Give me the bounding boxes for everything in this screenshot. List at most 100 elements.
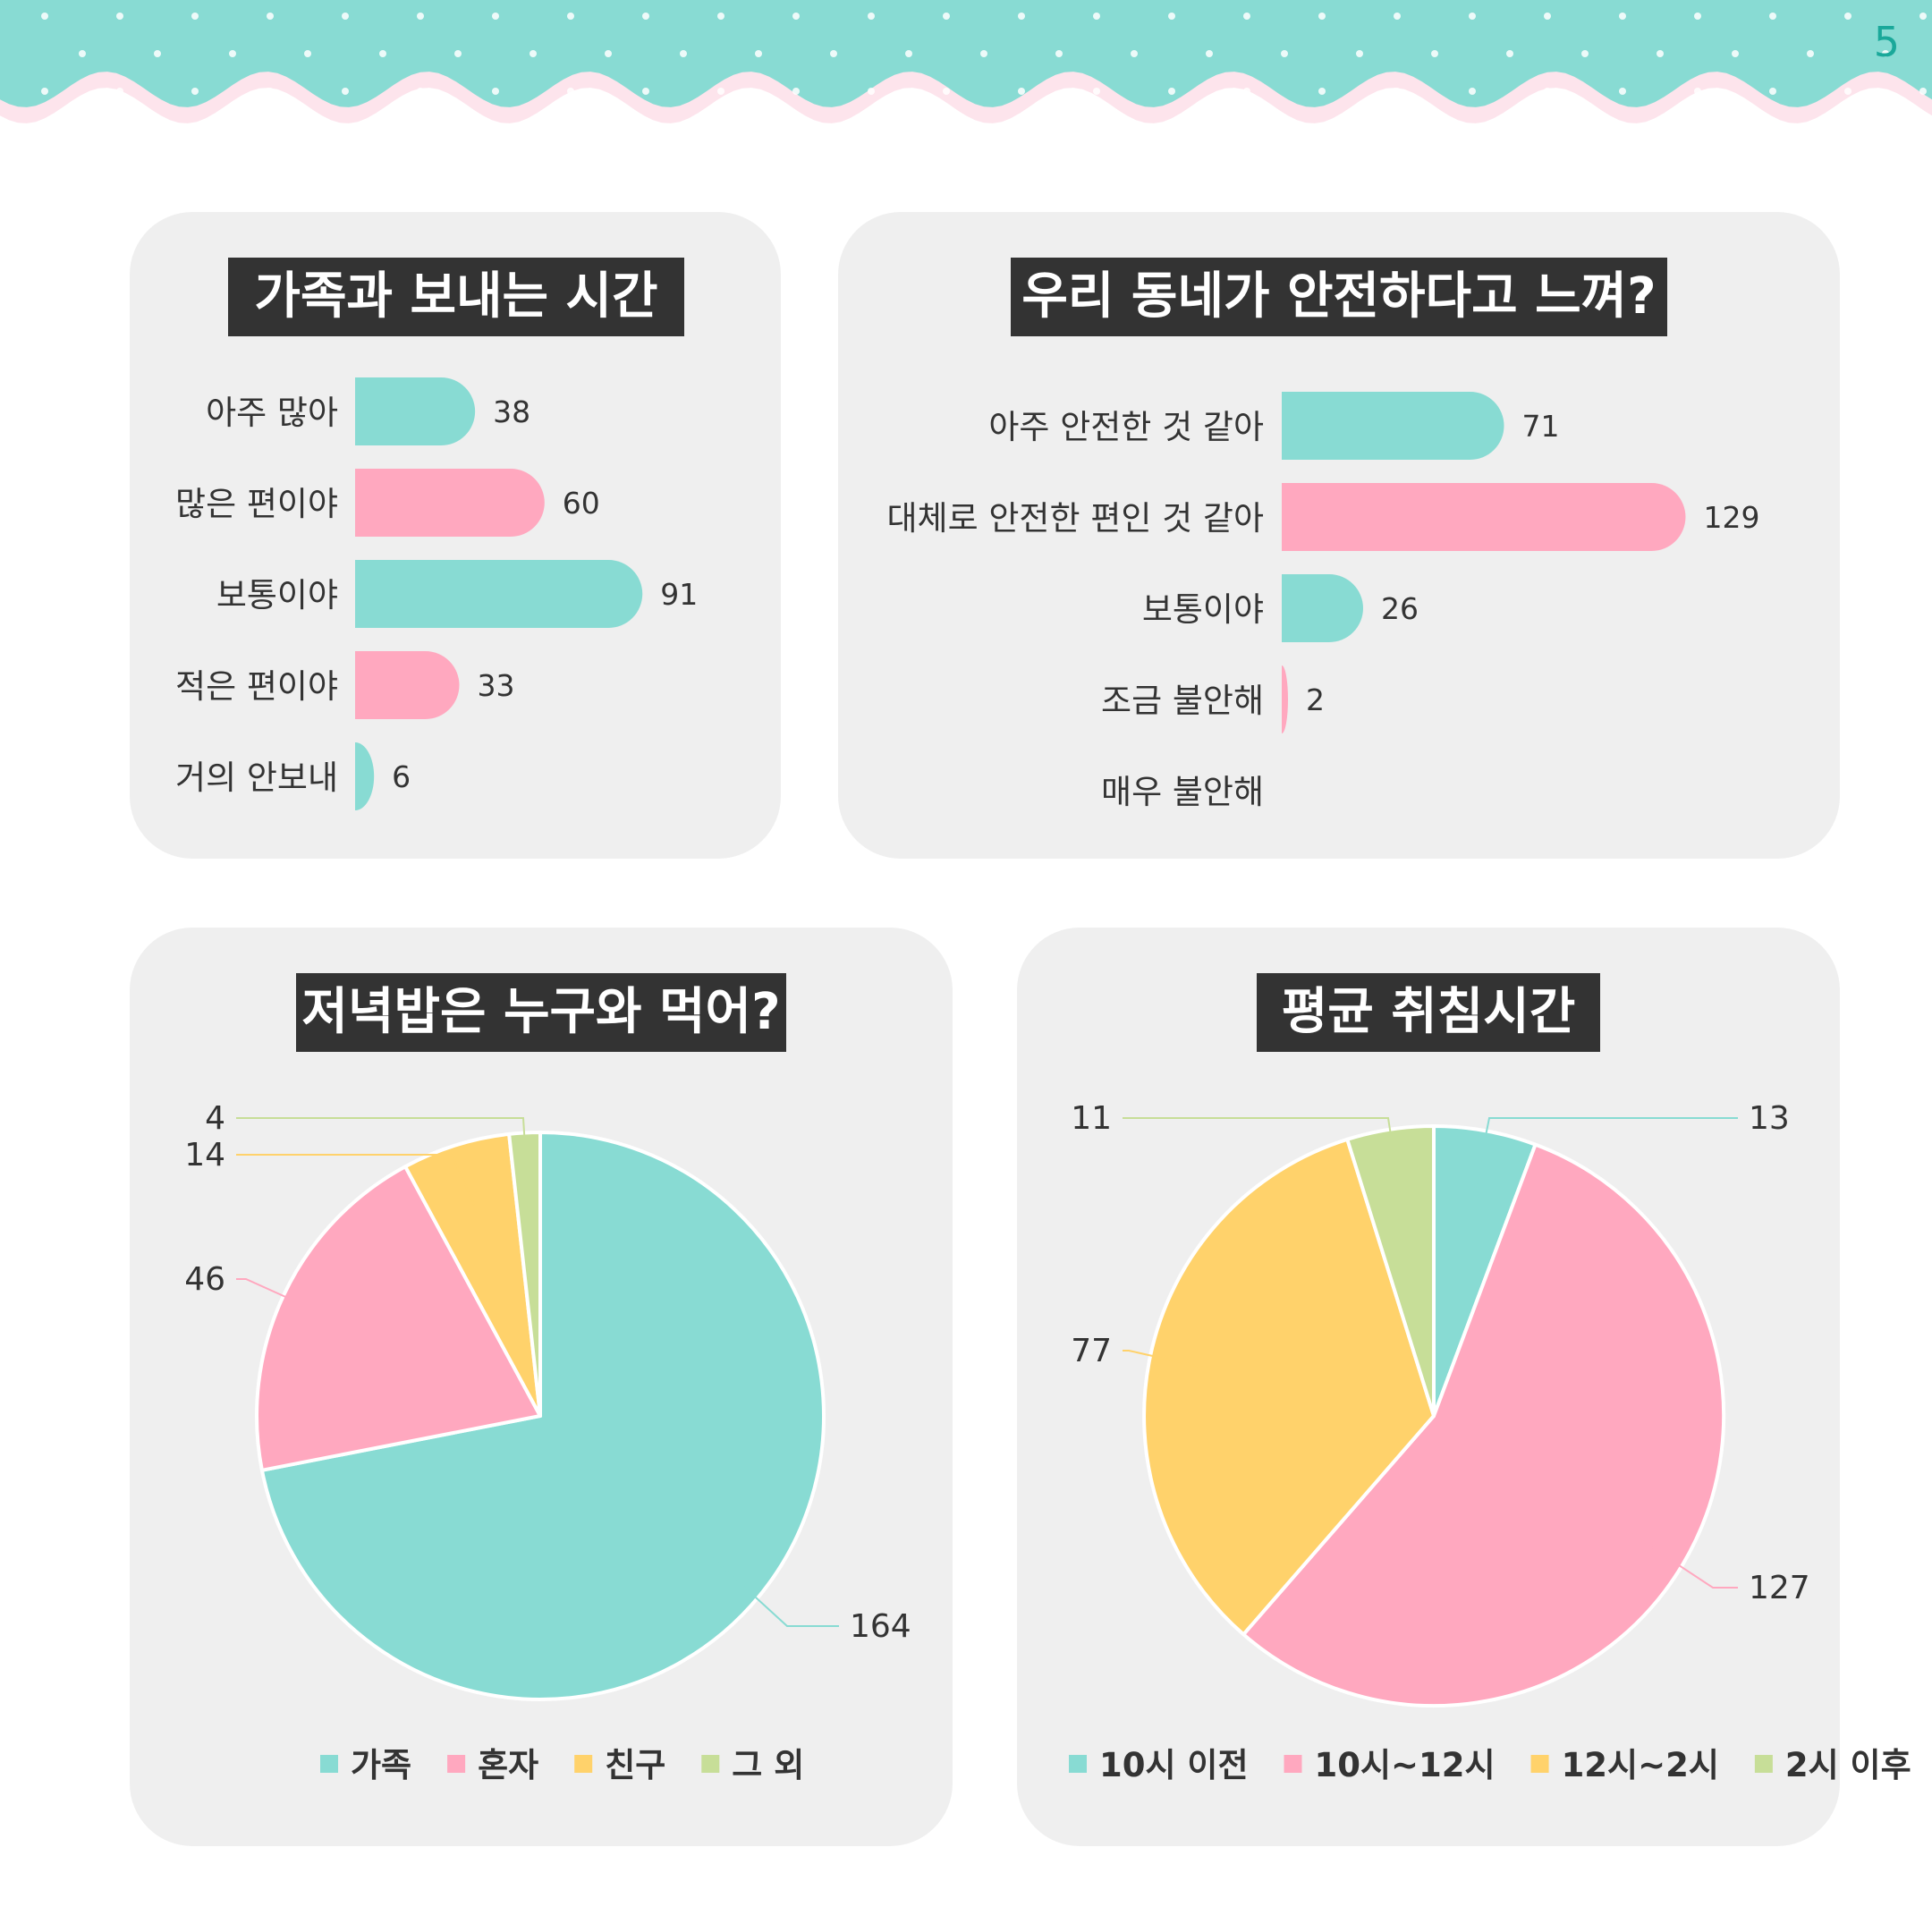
legend-label-2-2: 친구 xyxy=(605,1746,665,1784)
banner-dot xyxy=(1431,50,1438,57)
pie-value-label-2-3: 4 xyxy=(205,1100,225,1137)
legend-swatch-3-1 xyxy=(1284,1755,1302,1773)
legend-swatch-3-3 xyxy=(1754,1755,1773,1773)
banner-dot xyxy=(1732,50,1739,57)
banner-dot xyxy=(1807,50,1814,57)
legend-label-3-0: 10시 이전 xyxy=(1099,1746,1249,1784)
bar-category-label-1-0: 아주 안전한 것 같아 xyxy=(988,408,1264,446)
banner-dot xyxy=(1018,88,1025,95)
banner-dot xyxy=(79,50,86,57)
bar-0-0 xyxy=(355,377,476,445)
banner-dot xyxy=(1243,13,1250,20)
legend-label-2-3: 그 외 xyxy=(732,1746,804,1784)
bar-value-label-0-2: 91 xyxy=(660,577,698,612)
banner-dot xyxy=(1093,88,1100,95)
bar-category-label-0-4: 거의 안보내 xyxy=(175,758,338,797)
banner-dot xyxy=(1882,50,1889,57)
pie-leader-line-3-1 xyxy=(1627,1530,1738,1589)
banner-dot xyxy=(1506,50,1513,57)
banner-dot xyxy=(379,50,386,57)
banner-dot xyxy=(1769,88,1776,95)
banner-dot xyxy=(492,13,499,20)
banner-dot xyxy=(267,13,274,20)
bar-category-label-1-4: 매우 불안해 xyxy=(1101,773,1264,811)
bar-1-0 xyxy=(1282,392,1504,460)
banner-dot xyxy=(1619,13,1626,20)
banner-dot xyxy=(1168,88,1175,95)
banner-dot xyxy=(154,50,161,57)
bar-value-label-0-3: 33 xyxy=(477,668,514,703)
banner-dot xyxy=(868,13,875,20)
banner-dot xyxy=(1844,88,1852,95)
chart-title-neighborhood-safety: 우리 동네가 안전하다고 느껴? xyxy=(1011,258,1667,336)
banner-dot xyxy=(454,50,462,57)
banner-dot xyxy=(1544,13,1551,20)
pie-leader-line-3-3 xyxy=(1123,1117,1401,1193)
banner-dot xyxy=(1394,13,1401,20)
bar-category-label-1-1: 대체로 안전한 편인 것 같아 xyxy=(887,499,1264,538)
bar-value-label-1-2: 26 xyxy=(1381,591,1419,626)
bar-0-1 xyxy=(355,469,545,537)
legend-label-3-3: 2시 이후 xyxy=(1785,1746,1911,1784)
banner-dot xyxy=(1356,50,1363,57)
legend-label-3-2: 12시~2시 xyxy=(1562,1746,1719,1784)
bar-category-label-1-2: 보통이야 xyxy=(1142,590,1264,629)
banner-wave-teal xyxy=(0,0,1932,107)
banner-dot xyxy=(642,88,649,95)
pie-leader-line-3-0 xyxy=(1473,1117,1738,1194)
legend-swatch-2-3 xyxy=(701,1755,720,1773)
banner-dot xyxy=(342,13,349,20)
pie-leader-line-3-2 xyxy=(1123,1350,1213,1371)
banner-dot xyxy=(417,88,424,95)
pie-value-label-2-0: 164 xyxy=(850,1608,911,1645)
banner-dot xyxy=(792,88,800,95)
pie-slice-2-0 xyxy=(259,1131,826,1701)
banner-dot xyxy=(1694,88,1701,95)
chart-title-family-time: 가족과 보내는 시간 xyxy=(228,258,684,336)
pie-value-label-3-3: 11 xyxy=(1071,1100,1112,1137)
bar-value-label-1-1: 129 xyxy=(1704,500,1760,535)
banner-dot xyxy=(1769,13,1776,20)
legend-swatch-3-0 xyxy=(1069,1755,1087,1773)
banner-dot xyxy=(755,50,762,57)
banner-dot xyxy=(191,13,199,20)
chart-title-bedtime: 평균 취침시간 xyxy=(1257,973,1600,1052)
banner-dot xyxy=(41,13,48,20)
banner-dot xyxy=(229,50,236,57)
banner-dot xyxy=(567,13,574,20)
bar-category-label-0-2: 보통이야 xyxy=(216,576,338,614)
banner-dot xyxy=(492,88,499,95)
bar-category-label-1-3: 조금 불안해 xyxy=(1101,682,1264,720)
banner-dot xyxy=(267,88,274,95)
bar-0-2 xyxy=(355,560,643,628)
banner-dot xyxy=(417,13,424,20)
banner-dot xyxy=(1206,50,1213,57)
banner-dot xyxy=(680,50,687,57)
bar-value-label-0-0: 38 xyxy=(493,394,530,429)
banner-dot xyxy=(1469,13,1476,20)
pie-leader-line-2-1 xyxy=(236,1278,341,1323)
banner-dot xyxy=(1394,88,1401,95)
banner-dot xyxy=(717,13,724,20)
banner-dot xyxy=(1131,50,1138,57)
banner-dot xyxy=(1318,13,1326,20)
banner-dot xyxy=(830,50,837,57)
pie-value-label-3-0: 13 xyxy=(1749,1100,1790,1137)
legend-label-3-1: 10시~12시 xyxy=(1315,1746,1496,1784)
banner-dot xyxy=(1544,88,1551,95)
banner-dot xyxy=(943,88,950,95)
banner-dot xyxy=(1844,13,1852,20)
pie-slice-2-2 xyxy=(403,1131,542,1418)
banner-dot xyxy=(1168,13,1175,20)
banner-dot xyxy=(1018,13,1025,20)
page-number: 5 xyxy=(1873,18,1900,66)
banner-dot xyxy=(304,50,311,57)
bar-1-2 xyxy=(1282,574,1363,642)
legend-swatch-2-2 xyxy=(574,1755,593,1773)
pie-value-label-3-2: 77 xyxy=(1071,1333,1112,1369)
pie-slice-2-1 xyxy=(255,1165,542,1472)
pie-slice-3-1 xyxy=(1241,1142,1726,1708)
banner-dot xyxy=(717,88,724,95)
banner-dot xyxy=(116,13,123,20)
banner-dot xyxy=(342,88,349,95)
